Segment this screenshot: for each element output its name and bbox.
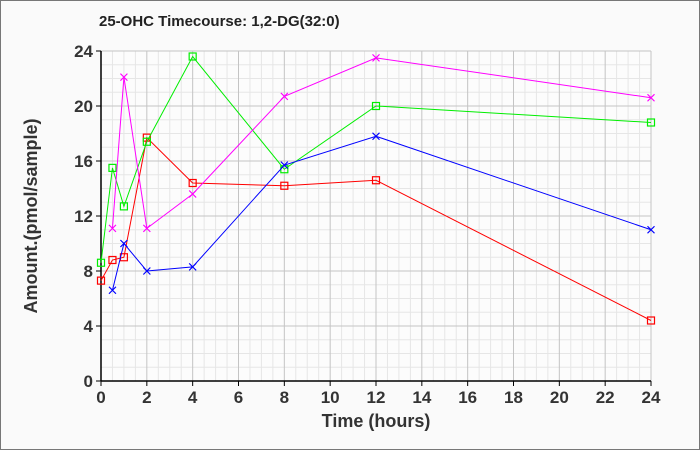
data-point-red: [96, 276, 106, 285]
data-point-red: [371, 176, 381, 185]
y-axis-label: Amount.(pmol/sample): [21, 118, 41, 313]
data-point-magenta: [142, 224, 151, 233]
data-point-blue: [119, 239, 128, 248]
data-point-blue: [647, 225, 655, 234]
y-tick-label: 0: [84, 372, 93, 391]
data-point-red: [108, 255, 117, 265]
data-point-green: [142, 137, 151, 146]
data-point-magenta: [372, 53, 380, 62]
series-line-red: [100, 136, 652, 321]
data-point-red: [280, 181, 289, 190]
data-point-green: [119, 202, 129, 211]
x-tick-label: 22: [596, 388, 615, 407]
data-point-magenta: [119, 73, 128, 82]
x-axis-label: Time (hours): [322, 411, 431, 431]
chart-title: 25-OHC Timecourse: 1,2-DG(32:0): [99, 13, 340, 30]
data-point-blue: [188, 262, 197, 271]
data-point-magenta: [647, 93, 655, 102]
series-red: [96, 133, 656, 325]
x-tick-label: 14: [412, 388, 431, 407]
data-point-magenta: [108, 224, 117, 233]
data-point-blue: [280, 161, 289, 170]
x-tick-label: 2: [142, 388, 151, 407]
data-point-green: [371, 101, 381, 111]
data-point-blue: [142, 267, 151, 275]
x-tick-label: 8: [280, 388, 289, 407]
data-point-green: [646, 118, 656, 127]
x-tick-label: 4: [188, 388, 198, 407]
y-tick-label: 4: [84, 317, 94, 336]
x-tick-label: 10: [321, 388, 340, 407]
y-tick-label: 24: [74, 42, 93, 61]
data-point-magenta: [188, 190, 197, 198]
x-tick-label: 18: [504, 388, 523, 407]
grid: [100, 50, 652, 382]
y-tick-label: 12: [74, 207, 93, 226]
y-tick-label: 16: [74, 152, 93, 171]
series-blue: [108, 132, 655, 295]
series-line-green: [100, 55, 652, 263]
x-tick-label: 16: [458, 388, 477, 407]
x-tick-label: 20: [550, 388, 569, 407]
series-magenta: [108, 53, 655, 233]
data-point-blue: [372, 132, 380, 141]
data-point-red: [188, 178, 197, 188]
x-tick-label: 24: [642, 388, 661, 407]
data-point-magenta: [280, 92, 289, 101]
x-tick-label: 6: [234, 388, 243, 407]
y-tick-label: 8: [84, 262, 93, 281]
data-point-blue: [108, 286, 117, 295]
x-tick-label: 0: [96, 388, 105, 407]
series-group: [96, 52, 656, 325]
y-tick-label: 20: [74, 97, 93, 116]
data-point-green: [188, 52, 197, 61]
series-green: [96, 52, 656, 267]
data-point-green: [96, 258, 106, 267]
data-point-red: [646, 316, 656, 325]
data-point-green: [108, 163, 117, 172]
x-tick-label: 12: [367, 388, 386, 407]
